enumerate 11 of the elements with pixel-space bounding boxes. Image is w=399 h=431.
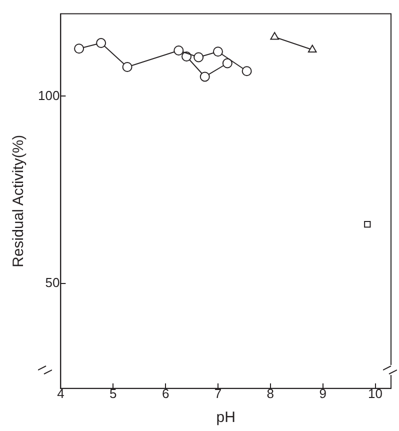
y-axis-title: Residual Activity(%)	[10, 134, 28, 268]
x-tick-label: 5	[110, 386, 117, 401]
x-tick-label: 6	[162, 386, 170, 401]
y-tick-label: 50	[45, 275, 60, 290]
y-tick-label: 100	[38, 88, 60, 103]
x-axis-title: pH	[216, 409, 236, 426]
x-tick-label: 8	[266, 386, 274, 401]
x-tick-label: 9	[319, 386, 326, 401]
x-tick-label: 4	[57, 386, 64, 401]
x-tick-label: 10	[368, 386, 383, 401]
x-tick-label: 7	[214, 386, 222, 401]
